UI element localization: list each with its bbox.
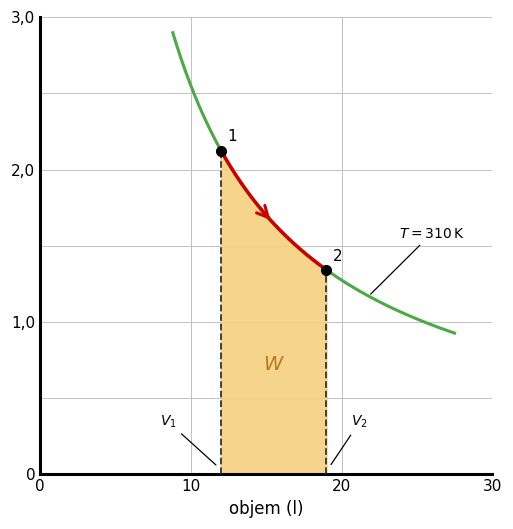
Text: 1: 1	[227, 130, 236, 144]
Text: $W$: $W$	[263, 355, 285, 374]
X-axis label: objem (l): objem (l)	[229, 500, 304, 518]
Text: $V_1$: $V_1$	[160, 414, 216, 465]
Text: $V_2$: $V_2$	[331, 414, 368, 464]
Text: $T = 310\,\mathrm{K}$: $T = 310\,\mathrm{K}$	[370, 226, 464, 294]
Text: 2: 2	[332, 249, 342, 264]
